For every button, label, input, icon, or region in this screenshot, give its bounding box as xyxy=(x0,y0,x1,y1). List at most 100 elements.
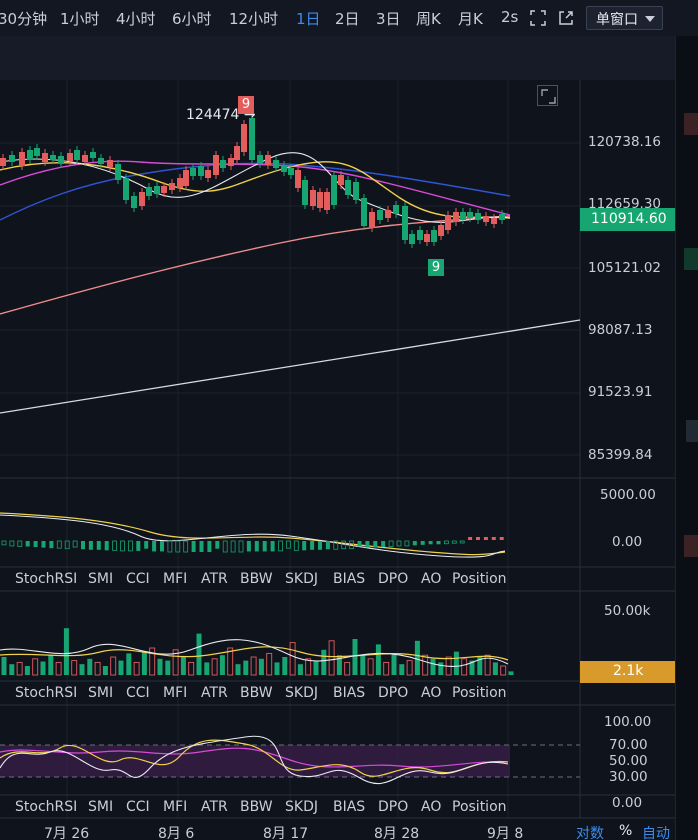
indicator-tab-dpo[interactable]: DPO xyxy=(378,685,409,701)
indicator-tab-cci[interactable]: CCI xyxy=(126,571,150,587)
date-axis-label: 8月 17 xyxy=(263,826,309,840)
auto-scale-toggle[interactable]: 自动 xyxy=(642,826,670,840)
macd-bar xyxy=(88,541,93,550)
indicator-tab-atr[interactable]: ATR xyxy=(201,685,228,701)
rsi-mid-line xyxy=(0,739,509,777)
indicator-tab-smi[interactable]: SMI xyxy=(88,571,114,587)
macd-bar xyxy=(160,541,164,552)
trend-line xyxy=(0,319,581,414)
candle-body xyxy=(183,170,189,186)
indicator-tab-position[interactable]: Position xyxy=(452,685,507,701)
candle-body xyxy=(369,212,375,228)
volume-bar xyxy=(336,655,342,675)
indicator-tab-mfi[interactable]: MFI xyxy=(163,685,188,701)
volume-bar xyxy=(406,660,413,676)
volume-bar xyxy=(94,661,101,676)
indicator-tab-position[interactable]: Position xyxy=(452,571,507,587)
indicator-tab-cci[interactable]: CCI xyxy=(126,799,150,815)
timeframe-12h[interactable]: 12小时 xyxy=(229,10,279,28)
candle-body xyxy=(445,215,451,230)
indicator-tab-dpo[interactable]: DPO xyxy=(378,799,409,815)
indicator-tab-atr[interactable]: ATR xyxy=(201,571,228,587)
indicator-tab-cci[interactable]: CCI xyxy=(126,685,150,701)
volume-bar xyxy=(9,664,15,675)
indicator-tab-ao[interactable]: AO xyxy=(421,799,442,815)
candle-body xyxy=(393,205,399,214)
indicator-tab-ao[interactable]: AO xyxy=(421,685,442,701)
volume-bar xyxy=(165,660,171,675)
macd-bar xyxy=(17,540,23,547)
macd-signal-line xyxy=(0,512,506,556)
candle-body xyxy=(198,166,204,176)
macd-bar xyxy=(25,541,30,547)
candle-body xyxy=(98,158,104,164)
timeframe-2d[interactable]: 2日 xyxy=(335,10,360,28)
timeframe-2s[interactable]: 2s xyxy=(501,8,519,26)
indicator-tab-stochrsi[interactable]: StochRSI xyxy=(15,571,78,587)
timeframe-30m[interactable]: 30分钟 xyxy=(0,10,48,28)
candle-body xyxy=(107,160,113,167)
candle-body xyxy=(453,212,459,222)
timeframe-week[interactable]: 周K xyxy=(416,10,441,28)
macd-bar xyxy=(136,541,141,551)
volume-bar xyxy=(375,644,381,675)
indicator-tab-skdj[interactable]: SKDJ xyxy=(285,799,318,815)
volume-bar xyxy=(149,647,156,676)
volume-bar xyxy=(188,661,195,676)
macd-bar xyxy=(285,540,291,549)
indicator-tab-bbw[interactable]: BBW xyxy=(240,685,273,701)
indicator-tab-bbw[interactable]: BBW xyxy=(240,571,273,587)
candle-body xyxy=(34,148,40,156)
fullscreen-icon[interactable] xyxy=(529,9,547,27)
rsi-axis-label: 0.00 xyxy=(612,795,643,811)
indicator-tab-bias[interactable]: BIAS xyxy=(333,571,366,587)
macd-bar xyxy=(451,540,457,544)
volume-bar xyxy=(484,654,491,676)
price-axis-label: 120738.16 xyxy=(588,134,662,150)
candle-body xyxy=(331,175,337,205)
indicator-tab-bbw[interactable]: BBW xyxy=(240,799,273,815)
expand-chart-button[interactable] xyxy=(537,85,558,106)
percent-scale-toggle[interactable]: % xyxy=(619,823,633,839)
timeframe-4h[interactable]: 4小时 xyxy=(116,10,156,28)
macd-bar xyxy=(459,540,465,544)
date-axis-label: 9月 8 xyxy=(487,826,524,840)
log-scale-toggle[interactable]: 对数 xyxy=(576,826,604,840)
timeframe-1h[interactable]: 1小时 xyxy=(60,10,100,28)
indicator-tab-skdj[interactable]: SKDJ xyxy=(285,685,318,701)
indicator-tab-stochrsi[interactable]: StochRSI xyxy=(15,799,78,815)
macd-bar xyxy=(420,541,425,545)
indicator-tab-atr[interactable]: ATR xyxy=(201,799,228,815)
indicator-tab-smi[interactable]: SMI xyxy=(88,799,114,815)
macd-bar xyxy=(381,541,386,548)
popout-icon[interactable] xyxy=(557,9,575,27)
indicator-tab-mfi[interactable]: MFI xyxy=(163,571,188,587)
indicator-tab-bias[interactable]: BIAS xyxy=(333,799,366,815)
candle-body xyxy=(154,186,160,194)
window-mode-select[interactable]: 单窗口 xyxy=(586,6,663,30)
candle-body xyxy=(353,182,359,200)
volume-bar xyxy=(422,654,429,676)
indicator-tab-stochrsi[interactable]: StochRSI xyxy=(15,685,78,701)
side-collapse-handle[interactable] xyxy=(686,420,698,442)
macd-axis-label: 5000.00 xyxy=(600,487,656,503)
timeframe-3d[interactable]: 3日 xyxy=(376,10,401,28)
indicator-tab-ao[interactable]: AO xyxy=(421,571,442,587)
volume-bar xyxy=(250,656,257,676)
indicator-tab-smi[interactable]: SMI xyxy=(88,685,114,701)
volume-bar xyxy=(266,652,273,676)
indicator-tab-skdj[interactable]: SKDJ xyxy=(285,571,318,587)
candle-body xyxy=(295,170,301,188)
candle-body xyxy=(205,170,211,178)
indicator-tab-position[interactable]: Position xyxy=(452,799,507,815)
macd-bar xyxy=(96,541,101,550)
volume-bar xyxy=(391,653,397,675)
timeframe-6h[interactable]: 6小时 xyxy=(172,10,212,28)
timeframe-month[interactable]: 月K xyxy=(458,10,483,28)
indicator-tab-mfi[interactable]: MFI xyxy=(163,799,188,815)
timeframe-1d[interactable]: 1日 xyxy=(296,10,321,28)
macd-bar xyxy=(152,541,157,552)
indicator-tab-dpo[interactable]: DPO xyxy=(378,571,409,587)
indicator-tab-bias[interactable]: BIAS xyxy=(333,685,366,701)
